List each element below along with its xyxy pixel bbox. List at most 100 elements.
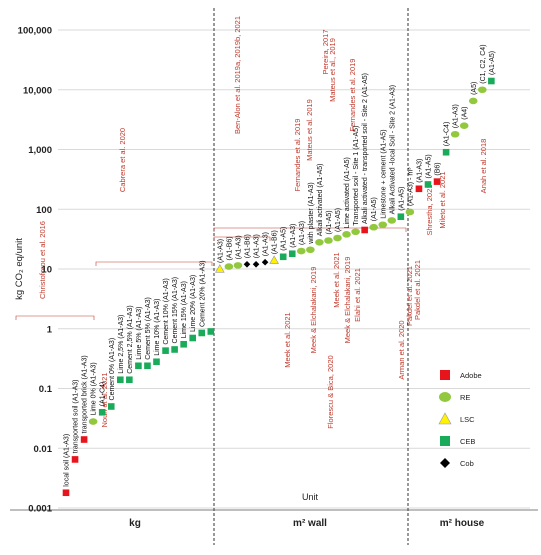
grid-layer xyxy=(10,8,538,545)
data-point xyxy=(279,253,287,261)
point-label: (A1-A3) - m³ xyxy=(407,167,414,206)
reference-citation: Christoforou et al. 2016 xyxy=(38,221,47,299)
point-label: (C1, C2, C4) xyxy=(480,44,487,83)
reference-citation: Cabrera et al. 2020 xyxy=(118,128,127,192)
point-label: (A1-A5) xyxy=(335,208,342,232)
data-point xyxy=(153,358,160,366)
y-tick-label: 0.01 xyxy=(34,444,53,455)
unit-group-label: m² wall xyxy=(293,518,327,529)
reference-citation: Meek et al. 2021 xyxy=(283,312,292,367)
point-label: (A1-A3) xyxy=(254,234,261,258)
data-point xyxy=(333,234,342,242)
y-tick-label: 1,000 xyxy=(28,145,52,156)
point-label: transported brick (A1-A3) xyxy=(82,355,89,433)
reference-citation: Mateus et al. 2019 xyxy=(305,99,314,161)
data-point xyxy=(387,217,397,224)
data-point xyxy=(361,226,368,234)
point-label: local soil (A1-A3) xyxy=(64,434,71,487)
reference-bracket xyxy=(95,261,213,266)
data-point xyxy=(478,86,487,94)
point-label: transported soil (A1-A3) xyxy=(73,380,80,454)
data-point xyxy=(488,77,495,85)
data-point xyxy=(171,346,178,353)
point-label: (A1-A3) xyxy=(299,221,306,245)
reference-citation: Pakdel et al. 2021 xyxy=(405,266,414,326)
y-axis-label: kg CO₂ eq/unit xyxy=(14,238,25,300)
point-label: Alkali activated (A1-A5) xyxy=(317,164,324,237)
data-point xyxy=(215,264,225,273)
point-label: Cement 5% (A1-A3) xyxy=(145,297,152,360)
point-label: Lime 15% (A1-A3) xyxy=(181,281,188,338)
point-label: (A1-A3) xyxy=(235,235,242,259)
point-label: Cement 10% (A1-A3) xyxy=(163,278,170,345)
data-point xyxy=(180,340,187,348)
data-point xyxy=(415,185,423,193)
data-point xyxy=(252,260,260,268)
point-label: Cement 15% (A1-A3) xyxy=(172,277,179,344)
legend-label: Adobe xyxy=(460,371,482,380)
data-point xyxy=(80,436,88,443)
reference-citation: Florescu & Bica, 2020 xyxy=(326,355,335,428)
data-point xyxy=(424,181,432,188)
point-label: Lime 2,5% (A1-A3) xyxy=(118,315,125,374)
point-label: (A1-B6) xyxy=(226,236,233,260)
point-label: (A4) xyxy=(462,106,469,119)
reference-bracket xyxy=(213,236,271,241)
point-label: (A1-A5) xyxy=(371,197,378,221)
point-label: (A1-A5) xyxy=(281,227,288,251)
legend-label: LSC xyxy=(460,415,475,424)
y-tick-label: 1 xyxy=(47,324,53,335)
legend-marker xyxy=(440,436,450,446)
data-point xyxy=(224,263,234,270)
data-point xyxy=(117,376,124,384)
reference-bracket xyxy=(213,227,407,232)
data-point xyxy=(62,489,70,497)
legend-marker xyxy=(440,370,450,380)
point-label: (A1-A3) xyxy=(217,239,224,263)
data-point xyxy=(71,456,79,463)
reference-citation: Shrestha, 2021 xyxy=(425,185,434,236)
point-label: (A1-A5) xyxy=(489,51,496,75)
data-point xyxy=(269,255,279,264)
data-point xyxy=(297,247,306,255)
point-label: (A1-A5) xyxy=(426,154,433,178)
point-label: (A1-A3) xyxy=(263,232,270,256)
axis-layer: 0.001 0.01 0.1 1 10 100 1,000 10,000 100,000 kg C… xyxy=(14,26,485,530)
point-label: (A1-C4) xyxy=(100,382,107,407)
reference-citation: Pereira, 2017 xyxy=(321,29,330,74)
data-point xyxy=(306,246,315,254)
data-point xyxy=(324,237,333,244)
legend-layer: Adobe RE LSC CEB Cob xyxy=(438,370,482,468)
reference-citation: Anah et al. 2018 xyxy=(479,139,488,194)
point-label: (A1-A5) xyxy=(398,187,405,211)
data-point xyxy=(107,403,115,410)
data-point xyxy=(233,262,243,269)
data-point xyxy=(468,97,478,105)
data-point xyxy=(126,376,133,384)
data-point xyxy=(207,328,215,335)
reference-citation: Pakdel et al. 2021 xyxy=(413,260,422,320)
reference-bracket xyxy=(15,315,95,320)
data-point xyxy=(405,208,415,216)
data-point xyxy=(243,260,251,268)
point-label: Lime 0% (A1-A3) xyxy=(91,362,98,415)
y-tick-label: 0.1 xyxy=(39,384,53,395)
legend-marker xyxy=(440,458,450,468)
reference-citation: Nouri et al. 2021 xyxy=(100,372,109,427)
data-point xyxy=(351,228,360,236)
data-point xyxy=(369,223,379,231)
point-label: (A1-A3) xyxy=(290,224,297,248)
data-point xyxy=(88,418,98,425)
reference-citation: Fernandes et al. 2019 xyxy=(293,119,302,192)
point-label: (A1-C4) xyxy=(444,122,451,147)
point-label: (A1-A5) xyxy=(326,210,333,234)
x-axis-label: Unit xyxy=(302,492,319,502)
point-label: Alkali Activated -local Soil - Site 2 (A… xyxy=(389,85,396,215)
y-tick-label: 10,000 xyxy=(23,85,52,96)
data-point xyxy=(378,221,388,229)
label-layer: local soil (A1-A3)transported soil (A1-A… xyxy=(64,44,496,486)
point-label: Transported soil - Site 1 (A1-A5) xyxy=(353,126,360,226)
data-point xyxy=(144,362,151,370)
